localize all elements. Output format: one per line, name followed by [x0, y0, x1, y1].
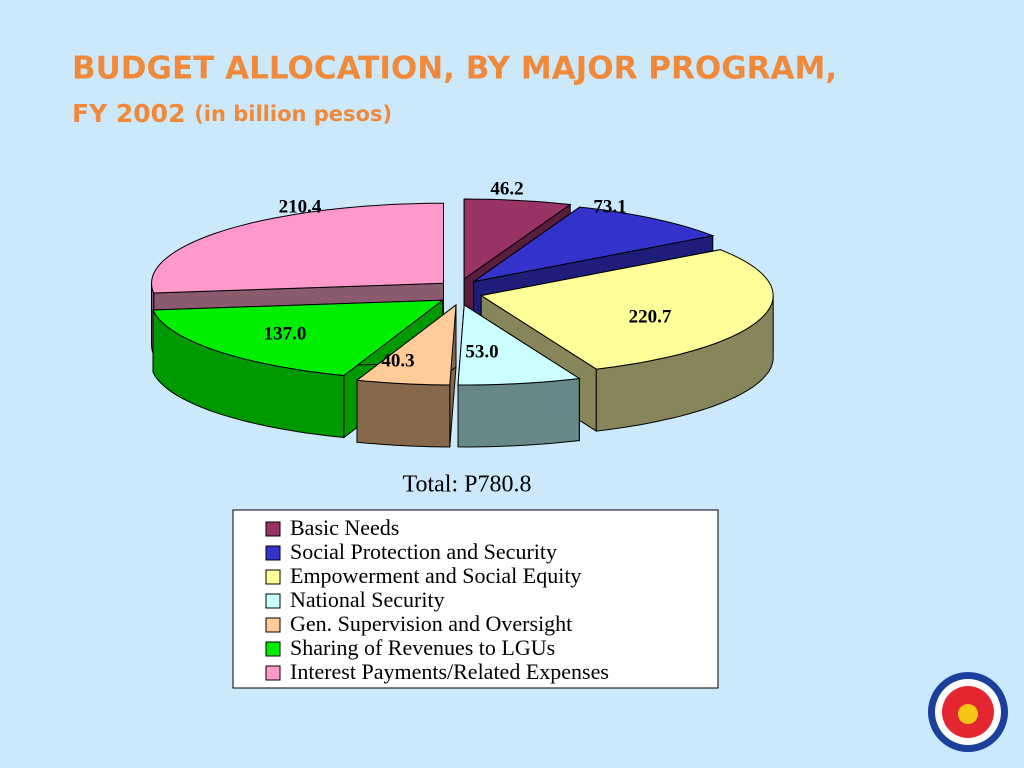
pie-slice — [479, 249, 774, 370]
title: BUDGET ALLOCATION, BY MAJOR PROGRAM, — [72, 51, 837, 87]
slice-wall — [457, 377, 580, 448]
legend-label: National Security — [290, 587, 445, 612]
slice-group — [355, 303, 457, 448]
unit-note: (in billion pesos) — [194, 102, 392, 126]
total-label: Total: P780.8 — [403, 472, 532, 498]
pie-slice — [473, 206, 715, 283]
legend-swatch — [265, 641, 281, 657]
value-label: 137.0 — [264, 323, 307, 344]
value-label: 220.7 — [629, 306, 672, 327]
legend-swatch — [265, 593, 281, 609]
value-label: 46.2 — [490, 178, 523, 199]
value-label: 73.1 — [593, 196, 626, 217]
pie-slice — [463, 198, 572, 280]
pie: 46.2 73.1 220.7 53.0 40.3 137.0 210.4 — [151, 178, 774, 448]
legend-label: Social Protection and Security — [290, 539, 557, 564]
logo — [928, 672, 1008, 752]
pie-slice — [355, 303, 457, 386]
pie-slice — [152, 299, 445, 377]
legend-label: Sharing of Revenues to LGUs — [290, 635, 555, 660]
pie-slice — [457, 304, 581, 386]
legend-swatch — [265, 617, 281, 633]
value-label: 210.4 — [279, 196, 322, 217]
value-label: 40.3 — [381, 350, 414, 371]
legend-swatch — [265, 665, 281, 681]
subtitle-year: FY 2002 — [72, 99, 185, 128]
legend-box — [232, 509, 719, 689]
legend-label: Basic Needs — [290, 515, 399, 540]
slice-wall — [356, 379, 451, 448]
legend-swatch — [265, 521, 281, 537]
legend-label: Gen. Supervision and Oversight — [290, 611, 572, 636]
legend-label: Empowerment and Social Equity — [290, 563, 581, 588]
subtitle: FY 2002 (in billion pesos) — [72, 99, 392, 128]
legend-swatch — [265, 545, 281, 561]
legend-swatch — [265, 569, 281, 585]
pie-slice — [151, 202, 444, 294]
legend-label: Interest Payments/Related Expenses — [290, 659, 609, 684]
slice-group — [457, 304, 581, 448]
value-label: 53.0 — [465, 341, 498, 362]
logo-sun — [958, 704, 978, 724]
